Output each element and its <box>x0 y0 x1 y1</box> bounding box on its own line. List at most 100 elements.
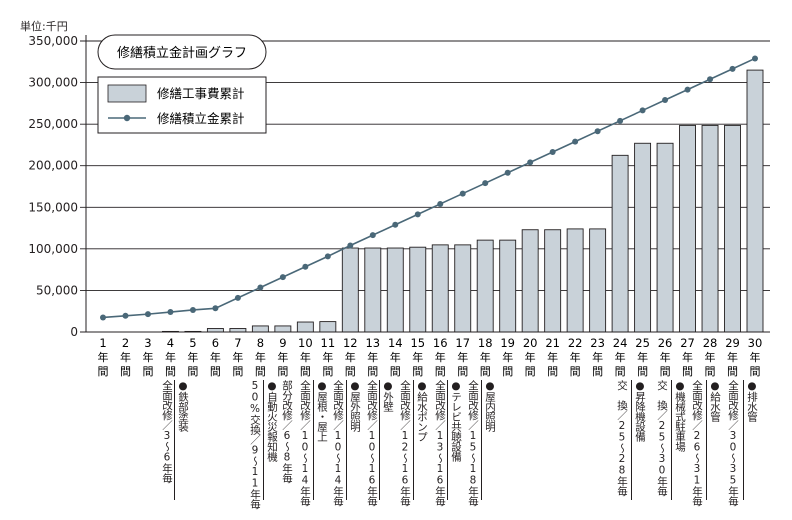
x-tick-label-period: 間 <box>277 365 288 378</box>
x-tick-label-year: 年 <box>727 350 738 364</box>
bar <box>679 124 697 333</box>
annotation-divider <box>481 380 482 500</box>
y-tick-label: 200,000 <box>28 159 78 173</box>
line-point <box>212 305 219 312</box>
x-tick-label-period: 間 <box>232 365 243 378</box>
x-tick-label-period: 間 <box>570 365 581 378</box>
bar <box>454 244 472 333</box>
x-tick-label-year: 年 <box>367 350 378 364</box>
x-tick-label-number: 25 <box>635 336 650 350</box>
line-point <box>707 76 714 83</box>
x-tick-label-year: 年 <box>705 350 716 364</box>
x-tick-label-number: 5 <box>189 336 196 350</box>
x-tick-label-number: 28 <box>703 336 718 350</box>
line-series <box>102 57 756 319</box>
x-tick-label-number: 17 <box>455 336 470 350</box>
line-point <box>459 190 466 197</box>
x-tick-label-period: 間 <box>120 365 131 378</box>
x-tick-label-year: 年 <box>502 350 513 364</box>
x-tick-label-number: 19 <box>500 336 515 350</box>
x-tick-label-period: 間 <box>142 365 153 378</box>
x-tick-label-number: 7 <box>234 336 241 350</box>
x-tick-label-year: 年 <box>277 350 288 364</box>
y-tick-label: 0 <box>70 325 78 339</box>
line-point <box>167 309 174 316</box>
x-tick-label-number: 12 <box>343 336 358 350</box>
x-tick-label-year: 年 <box>98 350 109 364</box>
annotation-divider <box>743 380 744 500</box>
x-tick-label-year: 年 <box>322 350 333 364</box>
line-point <box>662 97 669 104</box>
unit-label: 単位:千円 <box>20 20 68 33</box>
x-tick-label-year: 年 <box>570 350 581 364</box>
bar <box>611 154 629 333</box>
x-tick-label-period: 間 <box>525 365 536 378</box>
x-tick-label-number: 29 <box>725 336 740 350</box>
x-tick-label-period: 間 <box>637 365 648 378</box>
annotation-item-name: ●鉄部塗装 <box>177 380 189 432</box>
line-point <box>482 180 489 187</box>
line-point <box>729 65 736 72</box>
x-tick-label-number: 21 <box>545 336 560 350</box>
x-tick-label-year: 年 <box>142 350 153 364</box>
line-point <box>324 253 331 260</box>
bar <box>634 142 652 333</box>
line-point <box>234 294 241 301</box>
y-tick-label: 350,000 <box>28 34 78 48</box>
bar <box>206 328 224 333</box>
annotation-item-note: 交 換／25～30年毎 <box>656 380 668 496</box>
line-point <box>369 232 376 239</box>
annotation-divider <box>671 380 672 500</box>
line-point <box>504 169 511 176</box>
annotation-item-note: 全面改修／10～16年毎 <box>366 380 378 506</box>
annotation-item-note: 全面改修／13～16年毎 <box>434 380 446 506</box>
x-tick-label-number: 20 <box>523 336 538 350</box>
line-point <box>100 314 106 321</box>
x-tick-label-year: 年 <box>637 350 648 364</box>
x-tick-label-period: 間 <box>165 365 176 378</box>
annotation-item-name: ●テレビ共聴設備 <box>450 380 462 462</box>
x-tick-label-number: 11 <box>321 336 336 350</box>
annotation-item-name: ●屋根・屋上 <box>316 380 328 442</box>
bar <box>386 247 404 333</box>
legend-bar-label: 修繕工事費累計 <box>157 86 245 101</box>
x-tick-label-year: 年 <box>435 350 446 364</box>
x-tick-label-period: 間 <box>412 365 423 378</box>
bar <box>341 247 359 333</box>
annotation-divider <box>447 380 448 500</box>
x-tick-label-number: 26 <box>658 336 673 350</box>
annotation-item-name: ●給水ポンプ <box>416 380 428 442</box>
x-tick-label-year: 年 <box>660 350 671 364</box>
annotation-divider <box>313 380 314 500</box>
x-tick-label-number: 18 <box>478 336 493 350</box>
x-tick-label-number: 15 <box>410 336 425 350</box>
bar <box>431 244 449 333</box>
line-point <box>257 284 264 291</box>
x-tick-label-period: 間 <box>322 365 333 378</box>
annotation-item-note: 交 換／25～28年毎 <box>616 380 628 496</box>
annotation-item-note: 全面改修／3～6年毎 <box>161 380 173 483</box>
x-tick-label-number: 27 <box>680 336 695 350</box>
x-tick-label-period: 間 <box>592 365 603 378</box>
x-tick-label-period: 間 <box>750 365 761 378</box>
x-tick-label-period: 間 <box>435 365 446 378</box>
annotation-item-note: 全面改修／15～18年毎 <box>467 380 479 506</box>
line-point <box>594 128 601 135</box>
annotation-divider <box>631 380 632 500</box>
x-tick-label-year: 年 <box>120 350 131 364</box>
bar <box>364 247 382 333</box>
x-tick-label-year: 年 <box>592 350 603 364</box>
x-tick-label-number: 3 <box>144 336 151 350</box>
x-tick-label-year: 年 <box>345 350 356 364</box>
annotation-item-note: 全面改修／10～14年毎 <box>332 380 344 506</box>
x-tick-label-period: 間 <box>255 365 266 378</box>
x-tick-label-period: 間 <box>367 365 378 378</box>
x-tick-label-number: 22 <box>568 336 583 350</box>
bar <box>521 229 539 333</box>
x-tick-label-year: 年 <box>255 350 266 364</box>
line-point <box>527 159 534 166</box>
x-tick-label-year: 年 <box>682 350 693 364</box>
x-tick-label-period: 間 <box>480 365 491 378</box>
x-tick-label-number: 6 <box>212 336 219 350</box>
x-tick-label-period: 間 <box>98 365 109 378</box>
